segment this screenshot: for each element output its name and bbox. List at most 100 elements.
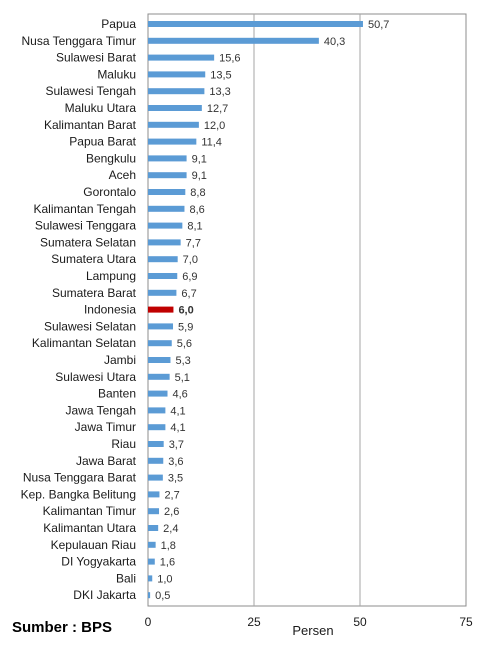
- category-label: Kalimantan Utara: [43, 521, 136, 535]
- bar: [148, 575, 153, 582]
- category-label: Kalimantan Tengah: [33, 202, 136, 216]
- data-label: 8,8: [190, 187, 205, 199]
- x-tick-labels: 0 25 50 75: [145, 615, 473, 629]
- plot-border: [147, 13, 467, 607]
- bar: [148, 441, 164, 447]
- category-label: Papua: [101, 17, 136, 31]
- bar: [148, 373, 170, 380]
- category-label: Jawa Tengah: [66, 403, 137, 417]
- category-label: Riau: [111, 437, 136, 451]
- category-label: Maluku: [97, 67, 136, 81]
- bar: [148, 491, 160, 498]
- data-label: 12,0: [204, 120, 225, 132]
- bar: [148, 474, 163, 481]
- category-label: Bengkulu: [86, 151, 136, 165]
- bar: [148, 239, 181, 246]
- bar: [148, 172, 187, 179]
- bar: [148, 256, 178, 263]
- data-label: 9,1: [192, 170, 207, 182]
- bar: [148, 222, 183, 229]
- data-label: 5,9: [178, 321, 193, 333]
- category-label: Sulawesi Utara: [55, 370, 136, 384]
- category-labels: Papua Nusa Tenggara Timur Sulawesi Barat Ma…: [21, 17, 137, 602]
- bar: [148, 37, 319, 44]
- category-label: Kepulauan Riau: [51, 538, 136, 552]
- data-label: 1,6: [160, 557, 175, 569]
- bar: [148, 121, 199, 128]
- bar: [148, 273, 178, 279]
- data-label: 11,4: [201, 137, 222, 149]
- data-label: 13,3: [209, 86, 230, 98]
- bar: [148, 340, 172, 347]
- bar: [148, 407, 166, 414]
- data-label: 6,7: [181, 288, 196, 300]
- bar: [148, 71, 206, 78]
- category-label: DI Yogyakarta: [61, 555, 136, 569]
- bar: [148, 189, 186, 195]
- data-label: 1,0: [157, 573, 172, 585]
- data-label: 6,9: [182, 271, 197, 283]
- bar: [148, 88, 205, 95]
- bar: [148, 21, 363, 27]
- category-label: Indonesia: [84, 303, 136, 317]
- data-label: 3,6: [168, 456, 183, 468]
- value-labels: 50,7 40,3 15,6 13,5 13,3 12,7 12,0 11,4 9,1 9,1 8,…: [155, 19, 389, 602]
- data-label: 5,3: [175, 355, 190, 367]
- data-label: 9,1: [192, 153, 207, 165]
- x-axis-label: Persen: [292, 623, 333, 638]
- bar: [148, 323, 174, 330]
- bar: [148, 289, 177, 296]
- bar: [148, 457, 164, 464]
- grid-lines: [147, 13, 467, 607]
- bar: [148, 558, 155, 565]
- category-label: Jawa Timur: [75, 420, 136, 434]
- data-label: 8,6: [189, 204, 204, 216]
- data-label: 5,6: [177, 338, 192, 350]
- data-label: 8,1: [187, 221, 202, 233]
- bar: [148, 205, 185, 212]
- x-tick-label: 50: [353, 615, 367, 629]
- data-label: 4,1: [170, 405, 185, 417]
- bars: [148, 21, 363, 599]
- category-label: Sumatera Selatan: [40, 235, 136, 249]
- category-label: Sumatera Utara: [51, 252, 136, 266]
- data-label: 4,1: [170, 422, 185, 434]
- data-label: 3,7: [169, 439, 184, 451]
- category-label: Gorontalo: [83, 185, 136, 199]
- category-label: Papua Barat: [69, 135, 136, 149]
- data-label: 40,3: [324, 36, 345, 48]
- bar: [148, 155, 187, 162]
- data-label: 13,5: [210, 69, 231, 81]
- data-label: 6,0: [178, 305, 193, 317]
- data-label: 7,0: [183, 254, 198, 266]
- category-label: Sulawesi Tengah: [45, 84, 136, 98]
- bar: [148, 105, 202, 111]
- category-label: Sulawesi Selatan: [44, 319, 136, 333]
- data-label: 3,5: [168, 473, 183, 485]
- data-label: 1,8: [161, 540, 176, 552]
- category-label: Kalimantan Timur: [43, 504, 136, 518]
- bar: [148, 357, 171, 363]
- category-label: Nusa Tenggara Timur: [21, 34, 136, 48]
- category-label: Kep. Bangka Belitung: [21, 487, 136, 501]
- data-label: 7,7: [186, 237, 201, 249]
- x-tick-label: 25: [247, 615, 261, 629]
- bar: [148, 541, 156, 548]
- data-label: 12,7: [207, 103, 228, 115]
- bar: [148, 390, 168, 397]
- category-label: DKI Jakarta: [73, 588, 136, 602]
- bar: [148, 525, 159, 531]
- data-label: 2,4: [163, 523, 178, 535]
- category-label: Lampung: [86, 269, 136, 283]
- data-label: 0,5: [155, 590, 170, 602]
- category-label: Jambi: [104, 353, 136, 367]
- x-tick-label: 0: [145, 615, 152, 629]
- category-label: Sumatera Barat: [52, 286, 137, 300]
- category-label: Kalimantan Barat: [44, 118, 137, 132]
- category-label: Jawa Barat: [76, 454, 137, 468]
- category-label: Aceh: [109, 168, 136, 182]
- source-label: Sumber : BPS: [12, 619, 112, 636]
- bar: [148, 54, 215, 61]
- x-tick-label: 75: [459, 615, 473, 629]
